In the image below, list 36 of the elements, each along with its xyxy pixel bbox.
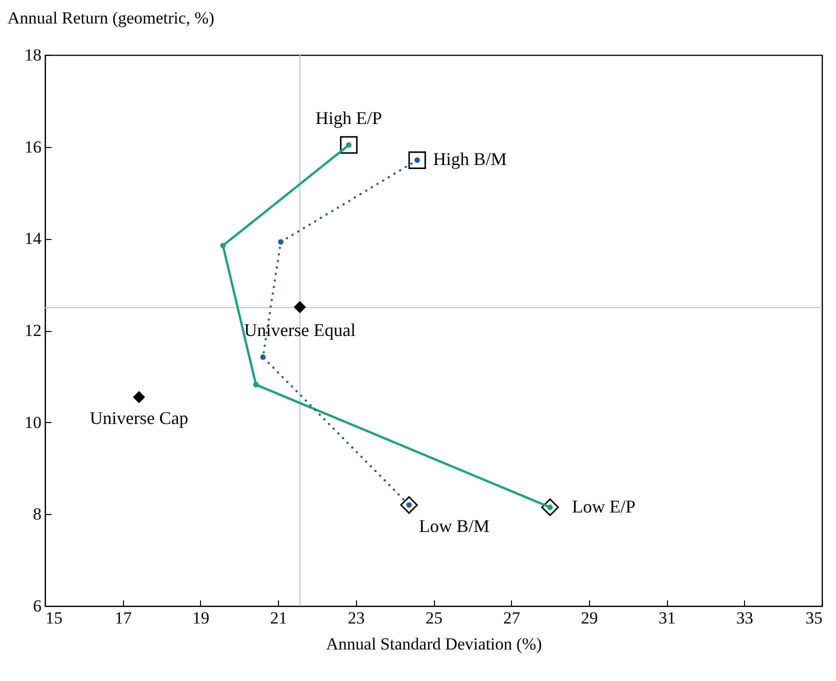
annotation: Universe Cap: [90, 408, 188, 428]
y-tick-label: 16: [24, 137, 42, 156]
x-axis-title: Annual Standard Deviation (%): [326, 634, 542, 654]
x-tick-label: 33: [736, 608, 754, 628]
y-tick-label: 6: [33, 596, 42, 616]
x-tick-label: 25: [426, 608, 442, 628]
annotation: High E/P: [316, 108, 382, 128]
point: [278, 239, 284, 245]
point: [253, 382, 259, 388]
x-tick-label: 29: [580, 608, 598, 628]
y-tick-label: 10: [24, 412, 42, 432]
x-tick-label: 17: [114, 608, 132, 628]
x-tick-label: 35: [806, 608, 822, 628]
point: [408, 151, 426, 169]
point: [132, 390, 146, 404]
y-tick-label: 18: [24, 46, 42, 64]
x-tick-label: 15: [46, 608, 62, 628]
x-tick-label: 21: [270, 608, 288, 628]
annotation: Low B/M: [419, 516, 490, 536]
x-tick-label: 23: [348, 608, 365, 628]
point: [400, 496, 418, 514]
y-tick-label: 12: [24, 321, 42, 340]
annotation: Low E/P: [572, 496, 636, 516]
x-tick-label: 27: [503, 608, 521, 628]
x-tick-label: 31: [658, 608, 676, 628]
point: [340, 136, 358, 154]
point: [541, 498, 559, 516]
point: [260, 354, 266, 360]
annotation: Universe Equal: [244, 320, 356, 340]
x-tick-label: 19: [192, 608, 210, 628]
y-axis-title: Annual Return (geometric, %): [8, 8, 214, 28]
y-tick-label: 14: [24, 229, 42, 248]
annotation: High B/M: [433, 149, 507, 170]
y-tick-label: 8: [33, 504, 42, 524]
point: [294, 300, 306, 314]
point: [220, 242, 226, 248]
